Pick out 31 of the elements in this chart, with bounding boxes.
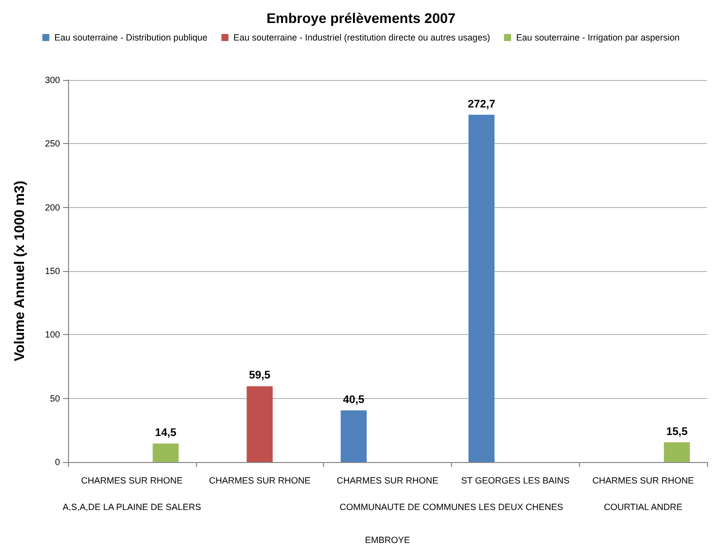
text: COURTIAL ANDRE xyxy=(604,502,682,512)
legend-label: Eau souterraine - Industriel (restitution directe ou autres usages) xyxy=(233,32,490,42)
y-tick-label: 200 xyxy=(44,202,60,212)
bar xyxy=(468,114,494,462)
chart-title: Embroye prélèvements 2007 xyxy=(266,10,456,26)
x-tick-label: CHARMES SUR RHONE xyxy=(81,476,183,486)
y-tick-label: 50 xyxy=(50,393,60,404)
y-axis-title: Volume Annuel (x 1000 m3) xyxy=(11,180,27,362)
y-tick-label: 150 xyxy=(44,266,60,276)
data-label: 59,5 xyxy=(248,370,270,382)
x-tick-label: CHARMES SUR RHONE xyxy=(336,476,438,486)
data-label: 14,5 xyxy=(154,427,176,440)
data-label: 272,7 xyxy=(468,98,496,110)
x-tick-label: CHARMES SUR RHONE xyxy=(592,476,694,486)
bar xyxy=(152,444,179,462)
bar xyxy=(340,410,367,462)
bar xyxy=(664,442,690,462)
y-tick-label: 0 xyxy=(54,457,60,467)
bar xyxy=(246,386,273,462)
y-tick-label: 100 xyxy=(44,330,60,340)
legend-label: Eau souterraine - Distribution publique xyxy=(54,32,208,42)
text: A,S,A,DE LA PLAINE DE SALERS xyxy=(62,502,202,512)
data-label: 15,5 xyxy=(666,426,688,438)
y-tick-label: 300 xyxy=(44,75,60,85)
x-tick-label: CHARMES SUR RHONE xyxy=(208,476,310,486)
legend-label: Eau souterraine - Irrigation par aspersion xyxy=(516,32,680,42)
x-tick-label: ST GEORGES LES BAINS xyxy=(461,476,570,486)
data-label: 40,5 xyxy=(342,394,364,406)
text: EMBROYE xyxy=(364,535,410,545)
text: COMMUNAUTE DE COMMUNES LES DEUX CHENES xyxy=(340,502,564,512)
y-tick-label: 250 xyxy=(44,138,60,149)
